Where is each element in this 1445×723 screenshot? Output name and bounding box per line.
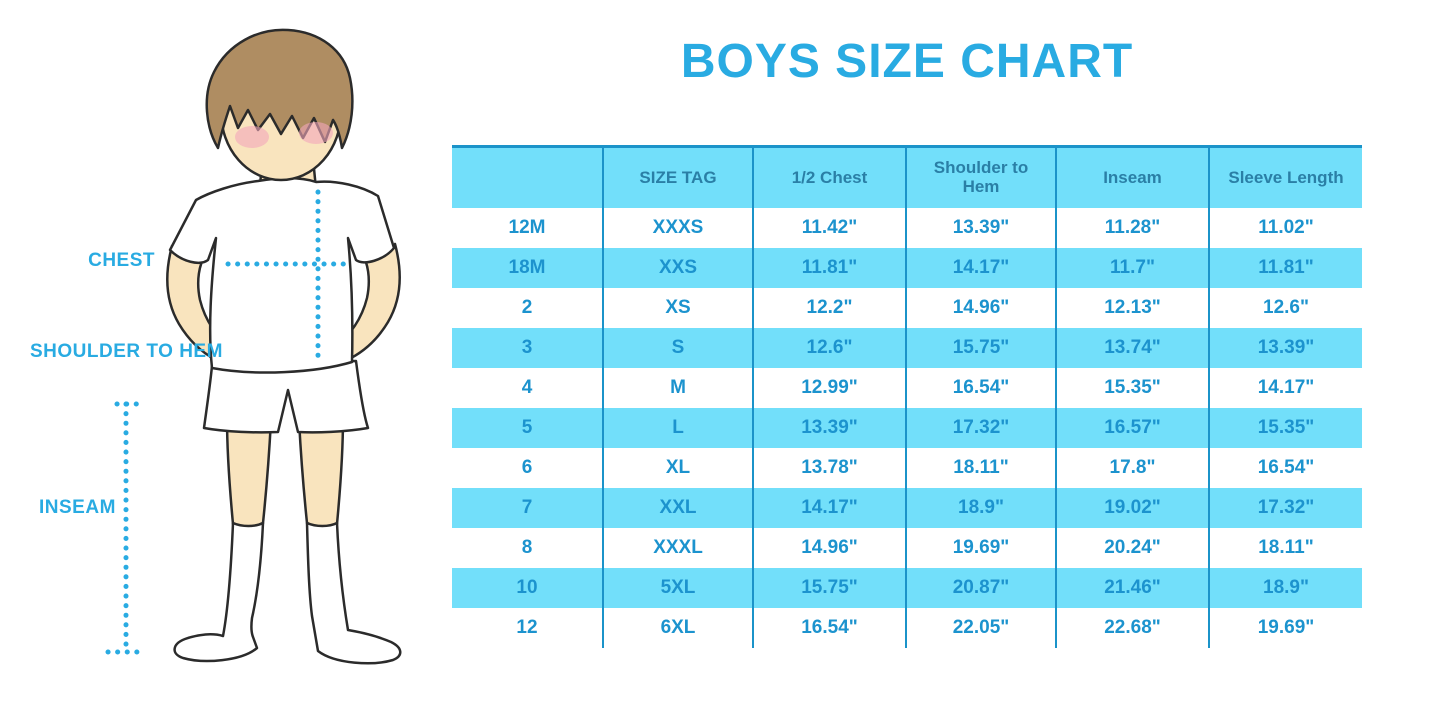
size-label-cell: 10 [516, 576, 538, 598]
table-cell: 18.9" [905, 488, 1055, 528]
boy-blush-right [299, 122, 333, 144]
table-cell: 14.17" [752, 488, 905, 528]
table-cell: 19.02" [1055, 488, 1208, 528]
table-row: 8 XXXL 14.96" 19.69" 20.24" 18.11" [452, 528, 1362, 568]
table-row: 5 L 13.39" 17.32" 16.57" 15.35" [452, 408, 1362, 448]
table-cell: 13.39" [1208, 328, 1362, 368]
table-row: 18M XXS 11.81" 14.17" 11.7" 11.81" [452, 248, 1362, 288]
size-label-cell: 5 [521, 416, 533, 438]
table-cell: 15.35" [1208, 408, 1362, 448]
table-cell: XXXS [602, 208, 752, 248]
table-row: 10 5XL 15.75" 20.87" 21.46" 18.9" [452, 568, 1362, 608]
size-label-cell: 12M [508, 216, 546, 238]
table-cell: 17.32" [1208, 488, 1362, 528]
table-cell: 14.96" [752, 528, 905, 568]
table-cell: 11.81" [1208, 248, 1362, 288]
table-row: 6 XL 13.78" 18.11" 17.8" 16.54" [452, 448, 1362, 488]
table-cell: 18.9" [1208, 568, 1362, 608]
table-cell: L [602, 408, 752, 448]
table-cell: 18.11" [905, 448, 1055, 488]
table-cell: 21.46" [1055, 568, 1208, 608]
table-cell: 12.6" [1208, 288, 1362, 328]
size-label-cell: 4 [521, 376, 533, 398]
table-cell: 11.42" [752, 208, 905, 248]
table-cell: M [602, 368, 752, 408]
table-cell: 19.69" [905, 528, 1055, 568]
table-cell: 11.7" [1055, 248, 1208, 288]
size-label-cell: 2 [521, 296, 533, 318]
table-row: 12M XXXS 11.42" 13.39" 11.28" 11.02" [452, 208, 1362, 248]
table-cell: 16.54" [752, 608, 905, 648]
boy-right-leg [297, 416, 345, 529]
table-cell: XL [602, 448, 752, 488]
table-cell: 22.05" [905, 608, 1055, 648]
size-label-cell: 3 [521, 336, 533, 358]
table-cell: 11.81" [752, 248, 905, 288]
table-cell: 15.75" [905, 328, 1055, 368]
inseam-label: INSEAM [39, 497, 116, 518]
table-cell: 14.96" [905, 288, 1055, 328]
page-title: BOYS SIZE CHART [680, 35, 1134, 88]
column-header [452, 148, 602, 208]
table-cell: 12.99" [752, 368, 905, 408]
table-cell: 14.17" [905, 248, 1055, 288]
table-cell: 16.57" [1055, 408, 1208, 448]
table-cell: 13.74" [1055, 328, 1208, 368]
column-header: 1/2 Chest [752, 148, 905, 208]
boy-left-sock [173, 521, 265, 663]
table-cell: 12.6" [752, 328, 905, 368]
size-label-cell: 18M [508, 256, 546, 278]
table-cell: 12.2" [752, 288, 905, 328]
table-row: 12 6XL 16.54" 22.05" 22.68" 19.69" [452, 608, 1362, 648]
column-header: SIZE TAG [602, 148, 752, 208]
size-label-cell: 12 [516, 616, 538, 638]
boy-left-leg [225, 416, 273, 529]
table-cell: S [602, 328, 752, 368]
table-cell: 13.78" [752, 448, 905, 488]
table-cell: 5XL [602, 568, 752, 608]
table-row: 2 XS 12.2" 14.96" 12.13" 12.6" [452, 288, 1362, 328]
table-cell: 13.39" [752, 408, 905, 448]
boy-shorts [202, 359, 370, 434]
column-header: Inseam [1055, 148, 1208, 208]
table-cell: 16.54" [905, 368, 1055, 408]
table-cell: XS [602, 288, 752, 328]
table-cell: 17.8" [1055, 448, 1208, 488]
table-cell: XXL [602, 488, 752, 528]
column-header: Sleeve Length [1208, 148, 1362, 208]
size-label-cell: 7 [521, 496, 533, 518]
boy-right-sock [305, 521, 402, 665]
table-cell: XXXL [602, 528, 752, 568]
table-header-row: SIZE TAG 1/2 Chest Shoulder to Hem Inseam Sl… [452, 148, 1362, 208]
shoulder-to-hem-label: SHOULDER TO HEM [30, 341, 223, 362]
table-cell: 14.17" [1208, 368, 1362, 408]
table-cell: 20.24" [1055, 528, 1208, 568]
boy-blush-left [235, 126, 269, 148]
table-row: 7 XXL 14.17" 18.9" 19.02" 17.32" [452, 488, 1362, 528]
table-cell: 16.54" [1208, 448, 1362, 488]
table-cell: 18.11" [1208, 528, 1362, 568]
table-cell: 11.28" [1055, 208, 1208, 248]
table-row: 4 M 12.99" 16.54" 15.35" 14.17" [452, 368, 1362, 408]
table-cell: 12.13" [1055, 288, 1208, 328]
table-cell: XXS [602, 248, 752, 288]
boy-illustration [105, 28, 402, 665]
size-table: SIZE TAG 1/2 Chest Shoulder to Hem Inseam Sl… [452, 145, 1362, 648]
size-label-cell: 8 [521, 536, 533, 558]
table-cell: 22.68" [1055, 608, 1208, 648]
table-cell: 19.69" [1208, 608, 1362, 648]
table-cell: 17.32" [905, 408, 1055, 448]
chest-label: CHEST [88, 250, 155, 271]
boy-shirt [168, 176, 396, 374]
column-header: Shoulder to Hem [905, 148, 1055, 208]
table-cell: 20.87" [905, 568, 1055, 608]
size-label-cell: 6 [521, 456, 533, 478]
table-cell: 13.39" [905, 208, 1055, 248]
table-cell: 15.75" [752, 568, 905, 608]
table-cell: 6XL [602, 608, 752, 648]
table-row: 3 S 12.6" 15.75" 13.74" 13.39" [452, 328, 1362, 368]
table-cell: 11.02" [1208, 208, 1362, 248]
table-cell: 15.35" [1055, 368, 1208, 408]
